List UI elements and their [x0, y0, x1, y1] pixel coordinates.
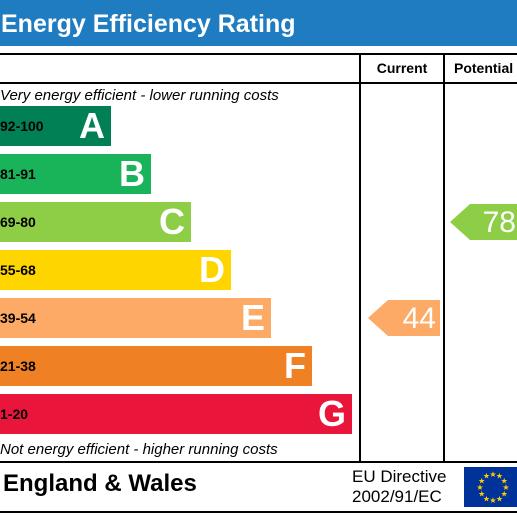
- band-letter: G: [317, 393, 346, 434]
- band-range-label: 92-100: [0, 118, 44, 134]
- top-note: Very energy efficient - lower running co…: [0, 87, 279, 104]
- header-row-divider: [0, 82, 517, 84]
- eu-directive: EU Directive 2002/91/EC: [352, 467, 446, 507]
- band-range-label: 21-38: [0, 358, 36, 374]
- current-column-divider: [359, 53, 361, 463]
- band-letter: E: [240, 297, 265, 338]
- band-a: 92-100 A: [0, 106, 111, 146]
- eu-star-icon: ★: [476, 483, 483, 492]
- eu-flag-icon: ★ ★ ★ ★ ★ ★ ★ ★ ★ ★ ★ ★: [464, 467, 517, 507]
- potential-rating-arrow-value: 78: [482, 206, 516, 239]
- footer-row-divider: [0, 461, 517, 463]
- eu-star-icon: ★: [483, 472, 490, 481]
- directive-line-1: EU Directive: [352, 467, 447, 486]
- current-rating-arrow-value: 44: [402, 302, 436, 335]
- potential-column-header: Potential: [454, 60, 514, 76]
- band-d: 55-68 D: [0, 250, 231, 290]
- eu-star-icon: ★: [489, 470, 496, 479]
- band-letter: D: [199, 249, 225, 290]
- eu-star-icon: ★: [478, 490, 485, 499]
- current-column-header: Current: [376, 60, 428, 76]
- eu-stars: ★★★★★★★★★ ★ ★★: [476, 470, 509, 505]
- eu-star-icon: ★: [496, 472, 503, 481]
- eu-star-icon: ★: [478, 477, 485, 486]
- chart-frame: [0, 53, 517, 513]
- band-letter: C: [159, 201, 185, 242]
- bottom-note: Not energy efficient - higher running co…: [0, 441, 278, 458]
- band-range-label: 39-54: [0, 310, 36, 326]
- band-letter: A: [79, 105, 105, 146]
- band-letter: F: [284, 345, 306, 386]
- band-range-label: 81-91: [0, 166, 36, 182]
- chart-title: Energy Efficiency Rating: [0, 0, 517, 46]
- band-b: 81-91 B: [0, 154, 151, 194]
- band-range-label: 1-20: [0, 406, 29, 422]
- eu-star-icon: ★: [489, 496, 496, 505]
- directive-line-2: 2002/91/EC: [352, 487, 442, 506]
- eu-star-icon: ★: [501, 477, 508, 486]
- eu-star-icon: ★: [483, 494, 490, 503]
- eu-star-icon: ★: [496, 494, 503, 503]
- band-e: 39-54 E: [0, 298, 271, 338]
- band-g: 1-20 G: [0, 394, 352, 434]
- potential-column-divider: [443, 53, 445, 463]
- band-range-label: 69-80: [0, 214, 36, 230]
- band-range-label: 55-68: [0, 262, 36, 278]
- footer-country: England & Wales: [3, 470, 197, 497]
- band-letter: B: [119, 153, 145, 194]
- eu-star-icon: ★: [501, 490, 508, 499]
- eu-star-icon: ★: [502, 483, 509, 492]
- band-c: 69-80 C: [0, 202, 191, 242]
- band-f: 21-38 F: [0, 346, 312, 386]
